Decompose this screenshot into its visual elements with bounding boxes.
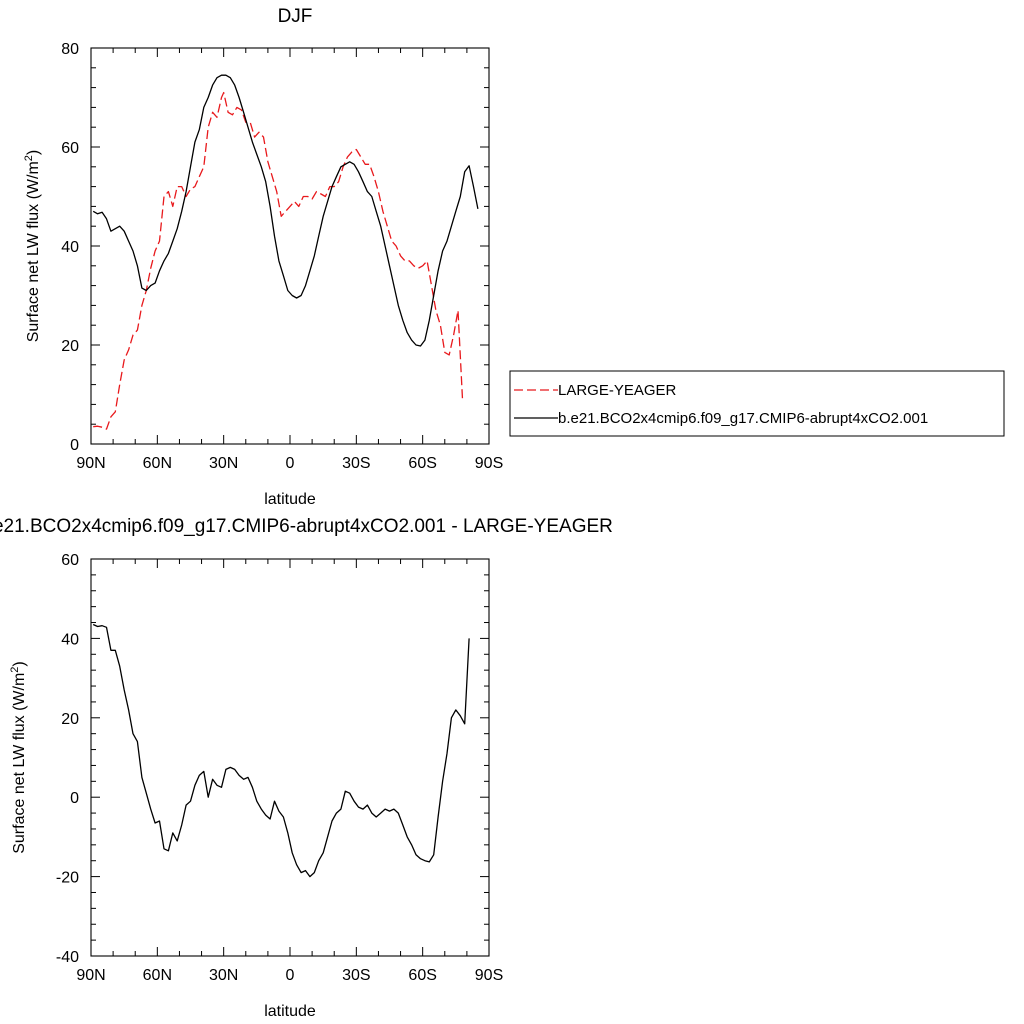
x-tick-label: 30N xyxy=(209,455,238,472)
chart-title: DJF xyxy=(278,6,313,27)
y-tick-label: 0 xyxy=(70,790,79,807)
chart-title: b.e21.BCO2x4cmip6.f09_g17.CMIP6-abrupt4x… xyxy=(0,516,613,537)
x-tick-label: 0 xyxy=(286,455,295,472)
x-tick-label: 30N xyxy=(209,967,238,984)
series-line-2 xyxy=(92,74,479,347)
y-tick-label: 40 xyxy=(61,239,79,256)
y-tick-label: 0 xyxy=(70,437,79,454)
x-tick-label: 30S xyxy=(342,967,370,984)
y-tick-label: 20 xyxy=(61,338,79,355)
x-tick-label: 60S xyxy=(408,455,436,472)
y-tick-label: 20 xyxy=(61,711,79,728)
x-axis-label: latitude xyxy=(264,1003,316,1020)
legend-label-1: LARGE-YEAGER xyxy=(558,382,677,399)
series-line-1 xyxy=(93,91,464,430)
x-tick-label: 60N xyxy=(143,967,172,984)
series-line-1 xyxy=(92,623,470,878)
y-tick-label: 60 xyxy=(61,140,79,157)
x-tick-label: 60S xyxy=(408,967,436,984)
y-tick-label: -40 xyxy=(56,949,79,966)
x-tick-label: 30S xyxy=(342,455,370,472)
y-tick-label: 80 xyxy=(61,41,79,58)
x-tick-label: 0 xyxy=(286,967,295,984)
x-tick-label: 90N xyxy=(76,455,105,472)
x-tick-label: 90S xyxy=(475,967,503,984)
legend-box xyxy=(509,370,1005,437)
chart-panel-2: b.e21.BCO2x4cmip6.f09_g17.CMIP6-abrupt4x… xyxy=(0,516,613,1020)
plot-frame xyxy=(90,558,490,957)
x-tick-label: 90N xyxy=(76,967,105,984)
plot-frame xyxy=(90,47,490,445)
y-tick-label: 40 xyxy=(61,631,79,648)
y-tick-label: 60 xyxy=(61,552,79,569)
legend-label-2: b.e21.BCO2x4cmip6.f09_g17.CMIP6-abrupt4x… xyxy=(558,410,928,427)
chart-panel-1: DJF 90N 60N 30N 0 30S 60S 90S 0 20 40 60 80 latitude S… xyxy=(23,6,1005,508)
legend: LARGE-YEAGER b.e21.BCO2x4cmip6.f09_g17.CM… xyxy=(509,370,1005,437)
y-axis-label: Surface net LW flux (W/m2) xyxy=(9,661,28,854)
x-tick-label: 60N xyxy=(143,455,172,472)
x-tick-label: 90S xyxy=(475,455,503,472)
y-tick-label: -20 xyxy=(56,870,79,887)
y-axis-label: Surface net LW flux (W/m2) xyxy=(23,150,42,343)
x-axis-label: latitude xyxy=(264,491,316,508)
